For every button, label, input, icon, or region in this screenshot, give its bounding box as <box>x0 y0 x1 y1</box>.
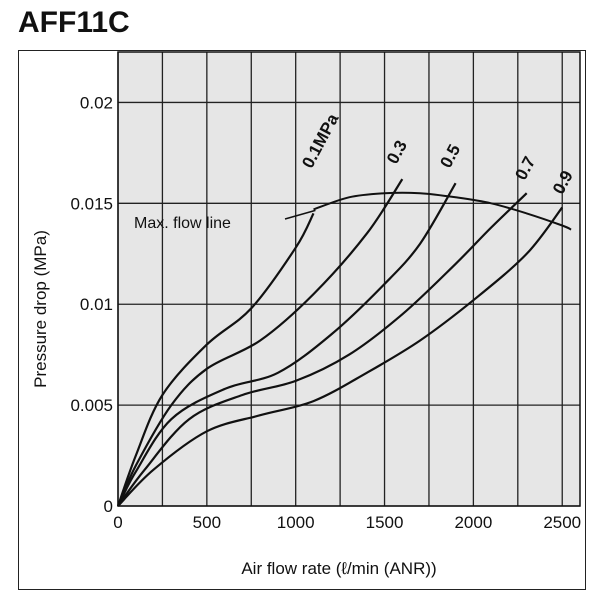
x-tick-label: 1000 <box>277 513 315 532</box>
chart-title: AFF11C <box>18 6 130 39</box>
max-flow-line <box>313 191 572 231</box>
x-tick-label: 500 <box>193 513 221 532</box>
max-flow-line-leader <box>284 209 316 220</box>
series-line-0-9 <box>117 206 564 507</box>
chart-frame <box>18 50 586 590</box>
series-line-0-3 <box>116 178 404 507</box>
y-axis-label: Pressure drop (MPa) <box>31 230 50 388</box>
max-flow-line-label: Max. flow line <box>134 215 231 232</box>
x-tick-label: 2500 <box>543 513 581 532</box>
series-line-0-1mpa <box>116 212 315 507</box>
plot-background <box>118 52 580 506</box>
axes: 0 500 1000 1500 2000 2500 0 0.005 0.01 0.015 0.02 <box>70 51 581 532</box>
y-tick-label: 0.015 <box>70 194 113 213</box>
series-line-0-7 <box>117 192 528 507</box>
x-axis-label: Air flow rate (ℓ/min (ANR)) <box>241 559 436 578</box>
x-tick-label: 1500 <box>366 513 404 532</box>
x-tick-label: 2000 <box>454 513 492 532</box>
y-tick-label: 0 <box>104 497 113 516</box>
series-line-0-5 <box>117 182 457 507</box>
y-tick-label: 0.02 <box>80 93 113 112</box>
plot-border <box>117 51 581 507</box>
y-tick-label: 0.01 <box>80 295 113 314</box>
series-layer <box>116 178 572 507</box>
x-tick-label: 0 <box>113 513 122 532</box>
y-tick-label: 0.005 <box>70 396 113 415</box>
